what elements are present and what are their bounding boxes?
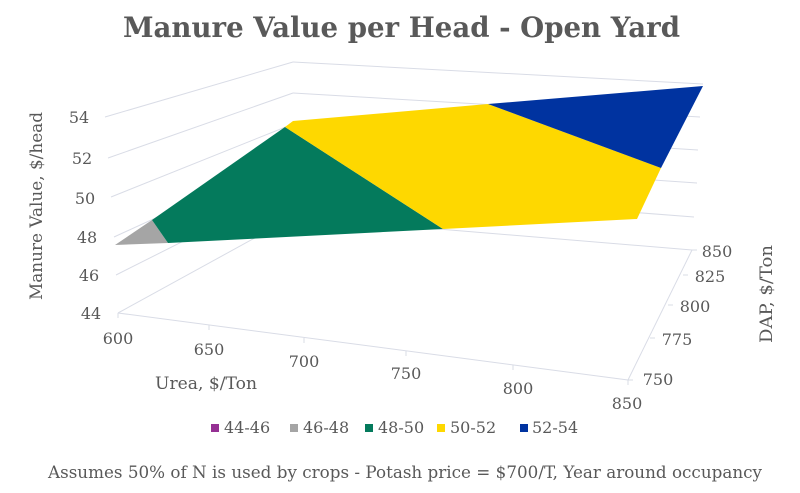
z-axis-title: Manure Value, $/head	[27, 112, 47, 300]
legend-swatch	[520, 424, 528, 432]
legend-item-44-46: 44-46	[211, 418, 270, 437]
legend-item-52-54: 52-54	[520, 418, 578, 437]
surface-band-50-52	[285, 104, 661, 229]
z-tick-label: 50	[75, 189, 95, 208]
dap-tick-label: 750	[643, 370, 674, 389]
legend-item-48-50: 48-50	[365, 418, 424, 437]
urea-axis-labels: 600 650 700 750 800 850	[103, 329, 643, 413]
chart-footnote: Assumes 50% of N is used by crops - Pota…	[47, 463, 762, 483]
legend-label: 52-54	[532, 418, 578, 437]
z-tick-label: 54	[69, 108, 89, 127]
surface-band-52-54	[488, 86, 703, 168]
surface-band-48-50	[152, 127, 443, 243]
surface-band-46-48	[115, 220, 168, 245]
urea-tick-label: 600	[103, 329, 134, 348]
dap-tick-label: 825	[695, 267, 726, 286]
urea-tick-label: 750	[391, 364, 422, 383]
legend: 44-46 46-48 48-50 50-52 52-54	[211, 418, 578, 437]
dap-axis-line	[627, 249, 693, 381]
legend-swatch	[365, 424, 373, 432]
z-tick-label: 44	[81, 304, 101, 323]
dap-tick-label: 775	[662, 330, 693, 349]
legend-label: 46-48	[303, 418, 349, 437]
surface	[115, 86, 703, 245]
legend-label: 50-52	[450, 418, 496, 437]
legend-item-50-52: 50-52	[437, 418, 496, 437]
urea-axis-title: Urea, $/Ton	[155, 374, 257, 394]
floor-edges	[117, 249, 693, 381]
urea-tick-label: 650	[194, 340, 225, 359]
gridline-54-left	[104, 61, 294, 118]
z-axis-labels: 54 52 50 48 46 44	[69, 108, 101, 323]
z-tick-label: 52	[72, 149, 92, 168]
dap-tick-label: 800	[680, 297, 711, 316]
urea-axis-line	[117, 312, 629, 381]
legend-swatch	[211, 424, 219, 432]
dap-tick-label: 850	[702, 242, 733, 261]
gridline-52-left	[107, 92, 294, 159]
tick-marks	[117, 249, 697, 385]
z-tick-label: 48	[77, 228, 97, 247]
legend-swatch	[437, 424, 445, 432]
gridline-50-left	[110, 123, 294, 198]
z-tick-label: 46	[79, 266, 99, 285]
urea-tick-label: 700	[289, 352, 320, 371]
dap-axis-title: DAP, $/Ton	[757, 245, 777, 343]
legend-swatch	[290, 424, 298, 432]
dap-axis-labels: 750 775 800 825 850	[643, 242, 733, 389]
legend-label: 44-46	[224, 418, 270, 437]
legend-label: 48-50	[378, 418, 424, 437]
urea-tick-label: 850	[612, 394, 643, 413]
gridline-54-back	[292, 61, 704, 85]
legend-item-46-48: 46-48	[290, 418, 349, 437]
chart-title: Manure Value per Head - Open Yard	[123, 11, 680, 44]
urea-tick-label: 800	[503, 379, 534, 398]
